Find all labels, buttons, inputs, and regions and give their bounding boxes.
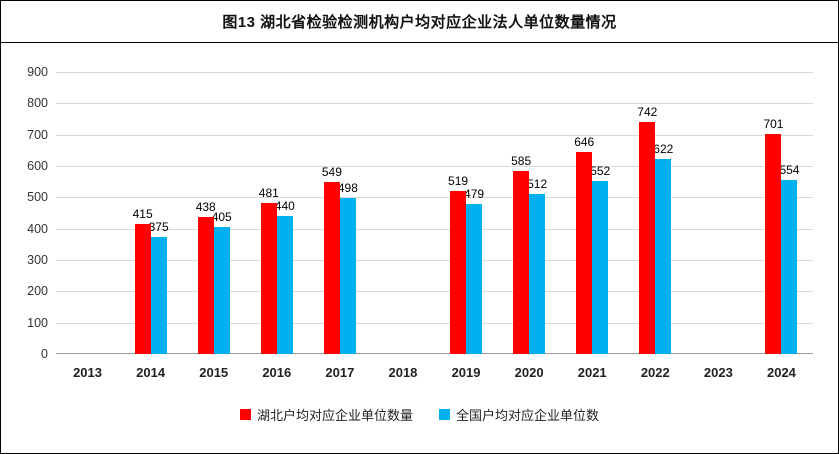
bar-label-hubei-2020: 585 (511, 153, 532, 168)
legend-label-national: 全国户均对应企业单位数 (456, 407, 600, 423)
gridline (56, 166, 813, 167)
x-tick-label-2018: 2018 (388, 365, 418, 380)
bar-label-national-2016: 440 (274, 199, 295, 214)
legend-swatch-hubei (239, 408, 251, 420)
legend-swatch-national (439, 408, 450, 420)
bar-label-national-2022: 622 (653, 142, 674, 157)
x-tick-label-2021: 2021 (577, 365, 607, 380)
x-tick-label-2022: 2022 (640, 365, 670, 380)
x-tick-label-2017: 2017 (325, 365, 355, 380)
bar-label-national-2017: 498 (337, 180, 358, 195)
bar-hubei-2014 (134, 223, 151, 354)
bar-label-hubei-2024: 701 (763, 117, 784, 132)
bar-national-2021 (592, 181, 609, 354)
bar-label-national-2014: 375 (148, 219, 169, 234)
gridline (56, 134, 813, 136)
gridline (56, 322, 813, 324)
bar-hubei-2016 (260, 203, 277, 354)
y-tick-label: 400 (27, 221, 48, 236)
gridline (56, 72, 813, 73)
bar-label-hubei-2019: 519 (448, 174, 469, 189)
gridline (56, 291, 813, 293)
bar-hubei-2015 (197, 216, 214, 354)
x-tick-label-2024: 2024 (766, 365, 796, 380)
y-tick-label: 900 (27, 65, 48, 79)
y-tick-label: 100 (27, 315, 48, 330)
x-tick-label-2014: 2014 (136, 365, 166, 380)
bar-hubei-2021 (576, 151, 593, 354)
gridline (56, 197, 813, 199)
plot-area: 0 100 200 300 400 500 600 700 800 900 2013 2014 2015… (27, 65, 813, 380)
bar-label-hubei-2021: 646 (574, 134, 595, 149)
y-tick-label: 600 (27, 159, 48, 173)
bar-label-hubei-2014: 415 (132, 206, 153, 221)
gridline (56, 260, 813, 261)
legend: 湖北户均对应企业单位数量 全国户均对应企业单位数 (1, 405, 838, 423)
chart-header: 图13 湖北省检验检测机构户均对应企业法人单位数量情况 (1, 1, 838, 43)
x-tick-label-2020: 2020 (514, 365, 544, 380)
bar-national-2017 (339, 197, 356, 354)
bar-national-2020 (529, 193, 546, 354)
legend-item-national: 全国户均对应企业单位数 (439, 405, 599, 424)
gridline (56, 228, 813, 230)
y-tick-label: 200 (27, 284, 48, 299)
y-tick-label: 700 (27, 127, 48, 142)
y-tick-label: 500 (27, 190, 48, 205)
bar-hubei-2017 (323, 181, 340, 354)
y-tick-label: 0 (41, 347, 48, 361)
bar-label-hubei-2017: 549 (321, 164, 342, 179)
x-tick-label-2019: 2019 (451, 365, 481, 380)
y-tick-label: 300 (27, 253, 48, 267)
gridline (56, 103, 813, 105)
bar-national-2022 (655, 159, 672, 354)
bar-hubei-2022 (639, 121, 656, 354)
bar-label-hubei-2022: 742 (637, 104, 658, 119)
bar-national-2016 (276, 216, 293, 354)
legend-item-hubei: 湖北户均对应企业单位数量 (239, 405, 413, 424)
y-tick-label: 800 (27, 96, 48, 111)
bar-label-national-2020: 512 (527, 176, 548, 191)
x-tick-label-2023: 2023 (703, 365, 733, 380)
x-tick-label-2015: 2015 (199, 365, 229, 380)
bar-label-national-2024: 554 (779, 163, 800, 178)
bar-hubei-2020 (513, 170, 530, 354)
x-tick-label-2016: 2016 (262, 365, 292, 380)
bar-national-2014 (150, 236, 167, 354)
bar-national-2024 (781, 180, 798, 354)
bar-national-2019 (466, 203, 483, 354)
x-tick-label-2013: 2013 (73, 365, 102, 380)
bar-label-hubei-2015: 438 (195, 199, 216, 214)
bar-label-national-2015: 405 (211, 210, 232, 225)
bar-label-national-2021: 552 (590, 164, 611, 179)
x-axis-line (56, 353, 813, 354)
chart-title: 图13 湖北省检验检测机构户均对应企业法人单位数量情况 (222, 14, 617, 31)
bar-label-hubei-2016: 481 (258, 186, 279, 201)
bar-hubei-2019 (450, 191, 467, 354)
legend-label-hubei: 湖北户均对应企业单位数量 (256, 407, 413, 423)
bar-label-national-2019: 479 (464, 186, 485, 201)
bar-hubei-2024 (765, 134, 782, 354)
bar-national-2015 (213, 227, 230, 354)
